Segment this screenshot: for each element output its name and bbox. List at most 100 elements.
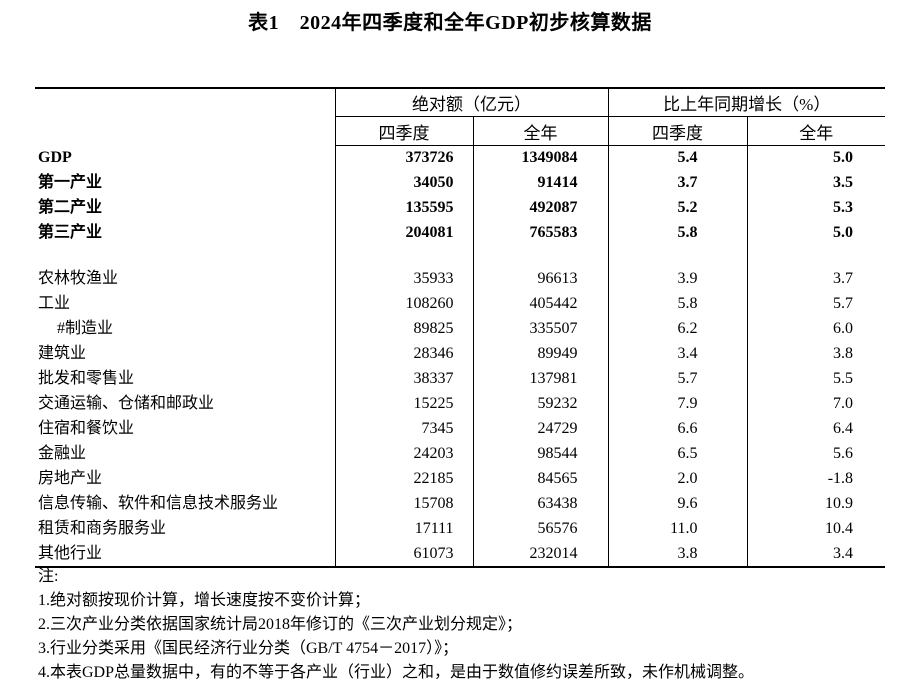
value-cell: 3.4 [746, 541, 886, 567]
value-cell: 204081 [405, 224, 454, 241]
value-cell: 38337 [413, 370, 454, 387]
value-cell [335, 246, 473, 267]
row-label: 金融业 [35, 441, 336, 467]
value-cell: 373726 [405, 149, 454, 167]
row-label [35, 245, 336, 267]
table-row: 金融业 24203 98544 6.5 5.6 [35, 441, 886, 467]
value-cell: 3.9 [607, 266, 747, 292]
note-line: 3.行业分类采用《国民经济行业分类（GB/T 4754－2017）》； [38, 640, 459, 657]
value-cell: 6.0 [746, 316, 886, 342]
value-cell: 10.9 [746, 491, 886, 517]
value-cell [472, 245, 608, 267]
row-label: 住宿和餐饮业 [35, 416, 336, 442]
value-cell: 10.4 [746, 516, 886, 542]
value-cell: 11.0 [607, 516, 747, 542]
value-cell: 24203 [413, 445, 454, 462]
value-cell: 56576 [472, 516, 608, 542]
value-cell: 3.7 [746, 266, 886, 292]
value-cell: 96613 [472, 266, 608, 292]
row-label: 工业 [35, 291, 336, 317]
value-cell: 3.7 [607, 170, 747, 196]
value-cell: 7345 [421, 420, 454, 437]
value-cell: 5.3 [746, 195, 886, 221]
table-row: 第三产业 204081 765583 5.8 5.0 [35, 220, 886, 246]
value-cell: 5.0 [746, 220, 886, 246]
value-cell: 9.6 [607, 491, 747, 517]
value-cell: 5.7 [746, 291, 886, 317]
row-label: 第二产业 [35, 195, 336, 221]
value-cell: 5.2 [607, 195, 747, 221]
table-row: 交通运输、仓储和邮政业 15225 59232 7.9 7.0 [35, 391, 886, 417]
value-cell: 5.0 [746, 145, 886, 171]
value-cell: 5.8 [607, 291, 747, 317]
row-label: 其他行业 [35, 541, 336, 567]
note-line: 4.本表GDP总量数据中，有的不等于各产业（行业）之和，是由于数值修约误差所致，… [38, 664, 755, 681]
table-row: 住宿和餐饮业 7345 24729 6.6 6.4 [35, 416, 886, 442]
table-body: GDP 373726 1349084 5.4 5.0 第一产业 34050 91414 3.7 3… [35, 145, 886, 567]
row-label-header-cell [35, 88, 336, 146]
table-title: 表1 2024年四季度和全年GDP初步核算数据 [248, 12, 652, 34]
value-cell: 1349084 [472, 145, 608, 171]
value-cell: 61073 [413, 544, 454, 562]
value-cell: 89825 [413, 320, 454, 337]
table-row: #制造业 89825 335507 6.2 6.0 [35, 316, 886, 342]
value-cell: 24729 [472, 416, 608, 442]
value-cell: 137981 [472, 366, 608, 392]
row-label: 批发和零售业 [35, 366, 336, 392]
value-cell: 108260 [405, 295, 454, 312]
value-cell: 5.7 [607, 366, 747, 392]
value-cell: 34050 [413, 174, 454, 191]
value-cell: 232014 [472, 541, 608, 567]
table-row: 工业 108260 405442 5.8 5.7 [35, 291, 886, 317]
value-cell: 3.4 [607, 341, 747, 367]
value-cell: 3.5 [746, 170, 886, 196]
value-cell: 7.9 [607, 391, 747, 417]
value-cell: 2.0 [607, 466, 747, 492]
value-cell: 89949 [472, 341, 608, 367]
value-cell: 6.2 [607, 316, 747, 342]
row-label: #制造业 [35, 316, 336, 342]
value-cell: 35933 [413, 270, 454, 287]
table-row: GDP 373726 1349084 5.4 5.0 [35, 145, 886, 171]
sub-header-row: 四季度 全年 四季度 全年 [35, 116, 886, 146]
value-cell: 3.8 [607, 541, 747, 567]
note-line: 1.绝对额按现价计算，增长速度按不变价计算； [38, 592, 371, 609]
value-cell: 135595 [405, 199, 454, 216]
subheader-absolute-q4: 四季度 [335, 116, 473, 146]
value-cell [746, 245, 886, 267]
value-cell: 5.4 [607, 145, 747, 171]
value-cell: 59232 [472, 391, 608, 417]
row-label: 农林牧渔业 [35, 266, 336, 292]
table-row: 租赁和商务服务业 17111 56576 11.0 10.4 [35, 516, 886, 542]
notes-heading: 注: [38, 568, 59, 585]
value-cell [607, 245, 747, 267]
value-cell: 765583 [472, 220, 608, 246]
table-row: 农林牧渔业 35933 96613 3.9 3.7 [35, 266, 886, 292]
row-label: 第一产业 [35, 170, 336, 196]
column-group-growth: 比上年同期增长（%） [607, 88, 886, 117]
row-label: 第三产业 [35, 220, 336, 246]
value-cell: 15225 [413, 395, 454, 412]
table-row: 建筑业 28346 89949 3.4 3.8 [35, 341, 886, 367]
gdp-table: 绝对额（亿元） 比上年同期增长（%） 四季度 全年 四季度 全年 GDP 3737… [35, 87, 886, 568]
value-cell: -1.8 [746, 466, 886, 492]
table-row: 第二产业 135595 492087 5.2 5.3 [35, 195, 886, 221]
note-line: 2.三次产业分类依据国家统计局2018年修订的《三次产业划分规定》； [38, 616, 523, 633]
row-label: GDP [35, 145, 336, 171]
row-label: 租赁和商务服务业 [35, 516, 336, 542]
spacer-row [35, 245, 886, 267]
subheader-absolute-year: 全年 [472, 116, 608, 146]
value-cell: 17111 [414, 520, 454, 537]
row-label: 信息传输、软件和信息技术服务业 [35, 491, 336, 517]
value-cell: 492087 [472, 195, 608, 221]
value-cell: 84565 [472, 466, 608, 492]
row-label: 交通运输、仓储和邮政业 [35, 391, 336, 417]
value-cell: 63438 [472, 491, 608, 517]
value-cell: 98544 [472, 441, 608, 467]
column-group-absolute: 绝对额（亿元） [335, 88, 608, 117]
table-notes: 注: 1.绝对额按现价计算，增长速度按不变价计算； 2.三次产业分类依据国家统计局2… [38, 565, 888, 685]
group-header-row: 绝对额（亿元） 比上年同期增长（%） [35, 88, 886, 146]
value-cell: 6.5 [607, 441, 747, 467]
value-cell: 6.4 [746, 416, 886, 442]
